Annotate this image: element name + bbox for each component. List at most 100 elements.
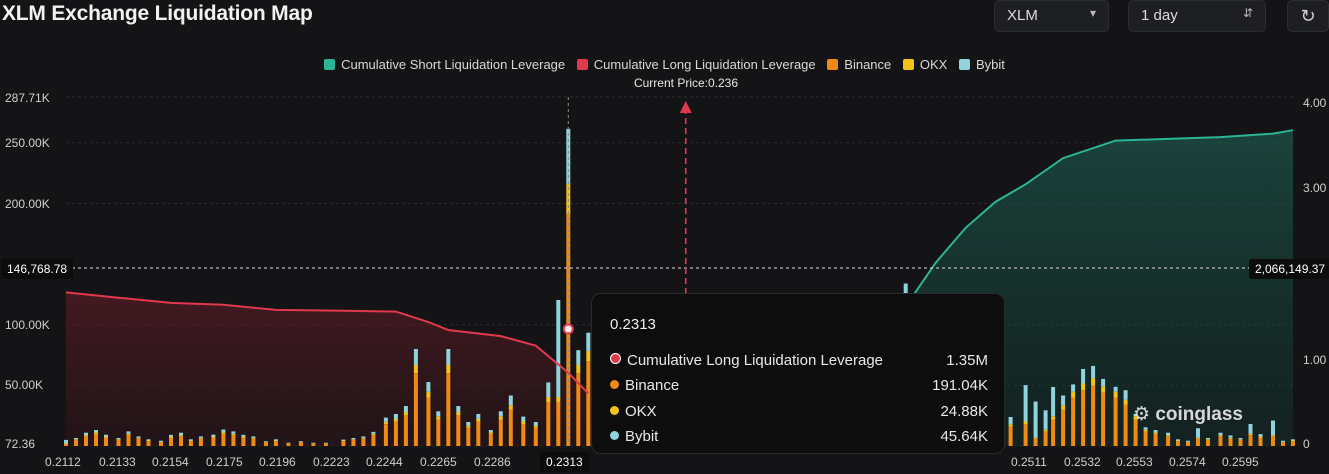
bar-bybit (1123, 390, 1128, 400)
bar-okx (393, 418, 398, 422)
bar-bybit (251, 436, 256, 438)
bar-okx (251, 437, 256, 439)
refresh-button[interactable]: ↻ (1287, 0, 1329, 32)
bar-binance (1248, 435, 1253, 446)
bar-binance (498, 419, 503, 446)
x-tick-label: 0.2265 (420, 455, 457, 469)
bar-okx (488, 432, 493, 434)
bar-okx (1238, 439, 1243, 440)
bar-okx (413, 364, 418, 374)
bar-binance (1291, 441, 1295, 446)
bar-binance (221, 433, 226, 446)
bar-binance (533, 427, 538, 446)
bar-bybit (521, 416, 526, 422)
bar-bybit (1238, 438, 1243, 440)
bar-bybit (508, 395, 513, 406)
bar-binance (241, 437, 246, 446)
bar-okx (1166, 435, 1171, 437)
bar-okx (361, 437, 366, 439)
current-price-label: Current Price:0.236 (633, 76, 739, 90)
tooltip-label: Bybit (625, 428, 659, 445)
bar-binance (198, 438, 203, 446)
bar-okx (311, 443, 316, 444)
bar-binance (1033, 438, 1038, 446)
bar-bybit (1133, 413, 1138, 417)
current-price-arrow (679, 101, 692, 113)
tooltip-label: Cumulative Long Liquidation Leverage (627, 352, 884, 369)
bar-binance (1271, 436, 1275, 446)
bar-binance (1133, 419, 1138, 446)
bar-bybit (456, 406, 461, 413)
bar-bybit (1291, 439, 1295, 441)
bar-okx (221, 432, 226, 434)
bar-binance (1218, 436, 1223, 446)
bar-binance (1091, 385, 1096, 446)
bar-okx (1271, 435, 1275, 437)
bar-binance (341, 441, 346, 446)
legend-swatch (958, 59, 970, 70)
bar-binance (1023, 424, 1028, 446)
bar-bybit (126, 431, 131, 434)
tooltip-row: OKX 24.88K (610, 403, 988, 420)
legend-item-long[interactable]: Cumulative Long Liquidation Leverage (576, 57, 816, 72)
bar-okx (1051, 416, 1056, 420)
hover-dot (562, 323, 574, 335)
bar-bybit (498, 411, 503, 417)
bar-binance (1258, 437, 1263, 446)
bar-okx (498, 416, 503, 420)
tooltip-label: Binance (625, 377, 680, 394)
bar-bybit (1143, 427, 1148, 430)
bar-okx (126, 433, 131, 436)
bar-bybit (436, 411, 441, 417)
bar-bybit (1228, 435, 1233, 438)
bar-binance (383, 424, 388, 446)
bar-bybit (371, 431, 376, 434)
y-left-tick-label: 287.71K (5, 91, 50, 105)
bar-okx (298, 441, 303, 443)
bar-okx (576, 364, 581, 374)
bar-binance (311, 443, 316, 446)
bar-bybit (116, 438, 121, 440)
legend-item-okx[interactable]: OKX (902, 57, 948, 72)
bar-okx (263, 441, 268, 443)
y-right-tick-label: 3.00 (1303, 181, 1327, 195)
tooltip-label: OKX (625, 403, 657, 420)
bar-okx (1081, 383, 1086, 391)
period-select[interactable]: 1 day ⇵ (1128, 0, 1266, 32)
bar-bybit (231, 431, 236, 434)
x-tick-label: 0.2223 (313, 455, 350, 469)
bar-okx (74, 439, 78, 440)
bar-binance (94, 433, 98, 446)
bar-okx (188, 440, 193, 442)
bar-okx (1153, 432, 1158, 434)
legend-item-short[interactable]: Cumulative Short Liquidation Leverage (324, 57, 565, 72)
legend-item-binance[interactable]: Binance (827, 57, 891, 72)
bar-okx (426, 391, 431, 398)
y-left-tick-label: 250.00K (5, 136, 50, 150)
bar-binance (169, 437, 173, 446)
bar-okx (323, 443, 328, 444)
bar-bybit (556, 300, 561, 397)
bar-bybit (533, 422, 538, 426)
bar-binance (1123, 404, 1128, 446)
legend-item-bybit[interactable]: Bybit (958, 57, 1005, 72)
bar-bybit (311, 442, 316, 444)
coinglass-watermark: ⚙ coinglass (1133, 403, 1243, 426)
bar-bybit (188, 439, 193, 441)
bar-okx (1113, 391, 1118, 398)
bar-bybit (383, 417, 388, 422)
bar-bybit (1008, 417, 1013, 425)
bar-okx (351, 439, 356, 440)
bar-binance (436, 419, 441, 446)
bar-binance (126, 435, 131, 446)
bar-bybit (1218, 432, 1223, 436)
symbol-select[interactable]: XLM ▾ (994, 0, 1109, 32)
bar-binance (263, 442, 268, 446)
tooltip-value: 191.04K (932, 377, 988, 394)
bar-binance (1071, 397, 1076, 446)
bar-binance (188, 441, 193, 446)
legend-label: Bybit (975, 57, 1005, 72)
bar-okx (446, 364, 451, 374)
legend-label: Cumulative Short Liquidation Leverage (341, 57, 566, 72)
legend-label: OKX (919, 57, 948, 72)
